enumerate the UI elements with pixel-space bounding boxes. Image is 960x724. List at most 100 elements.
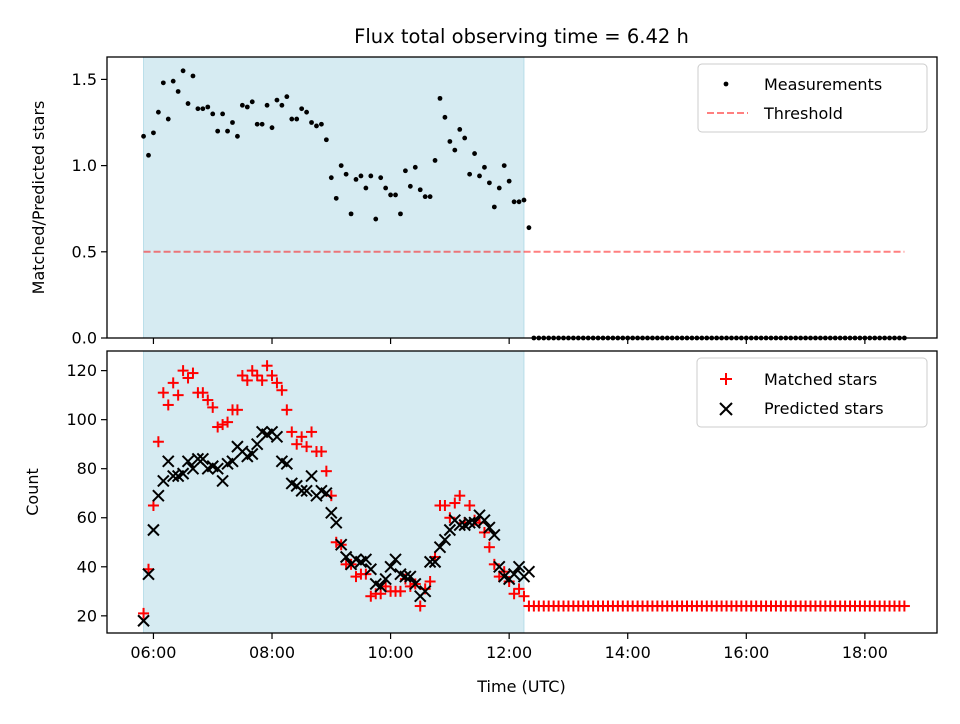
count-panel: 20 40 60 80 100 120 06:00 08:00 10:00 12:00 14:00… — [23, 350, 938, 696]
predicted-star-point — [339, 550, 353, 564]
matched-star-point — [365, 590, 377, 602]
measurement-point — [259, 121, 265, 127]
measurement-point — [309, 120, 314, 125]
matched-star-point — [207, 401, 219, 413]
measurement-point — [289, 116, 295, 122]
legend-measurements-label: Measurements — [764, 75, 882, 94]
predicted-star-point — [507, 567, 521, 581]
measurement-point — [511, 199, 517, 205]
legend-measurements-marker — [723, 81, 729, 87]
measurement-point — [299, 106, 305, 112]
measurement-point — [294, 116, 300, 122]
measurement-point — [477, 173, 482, 179]
measurement-point — [452, 147, 458, 153]
count-ytick-label: 20 — [77, 606, 97, 625]
measurement-point — [249, 99, 255, 105]
measurement-point — [398, 211, 403, 217]
matched-star-point — [212, 421, 224, 433]
measurement-point — [422, 194, 428, 200]
measurement-point — [333, 195, 339, 201]
matched-star-point — [518, 590, 530, 602]
predicted-star-point — [483, 521, 496, 534]
count-xtick-label: 14:00 — [605, 643, 651, 662]
count-xtick-label: 16:00 — [723, 643, 769, 662]
measurement-point — [195, 106, 201, 112]
measurement-point — [358, 173, 364, 179]
chart-title: Flux total observing time = 6.42 h — [354, 25, 689, 48]
measurement-point — [482, 164, 487, 170]
measurement-point — [141, 133, 146, 139]
measurement-point — [521, 197, 527, 203]
ratio-ytick-label: 1.0 — [72, 156, 97, 175]
predicted-star-point — [196, 452, 210, 466]
matched-star-point — [152, 436, 164, 448]
measurement-point — [160, 80, 166, 86]
measurement-point — [185, 101, 191, 106]
matched-star-point — [315, 446, 327, 458]
measurement-point — [501, 163, 507, 169]
predicted-star-point — [166, 469, 180, 483]
predicted-star-point — [226, 455, 239, 468]
measurement-point — [155, 109, 161, 115]
matched-star-point — [424, 576, 436, 588]
measurement-point — [323, 137, 329, 143]
ratio-panel-frame — [106, 56, 938, 339]
matched-star-point — [222, 416, 234, 428]
measurement-point — [462, 135, 468, 141]
predicted-star-point — [325, 506, 338, 520]
matched-star-point — [162, 399, 174, 411]
measurement-point — [180, 68, 186, 74]
matched-star-point — [513, 583, 525, 595]
ratio-legend: Measurements Threshold — [697, 63, 928, 133]
count-ytick-label: 60 — [77, 508, 97, 527]
predicted-star-point — [428, 555, 442, 569]
measurement-point — [373, 216, 379, 222]
measurement-point — [383, 185, 389, 191]
measurement-point — [279, 102, 285, 108]
matched-star-point — [187, 367, 199, 379]
measurement-point — [328, 175, 334, 181]
predicted-star-point — [389, 553, 402, 566]
x-axis-label: Time (UTC) — [476, 677, 565, 696]
matched-star-point — [483, 541, 495, 553]
predicted-star-point — [379, 572, 392, 586]
matched-star-point — [301, 441, 313, 453]
predicted-star-point — [186, 462, 200, 475]
predicted-star-point — [191, 452, 205, 466]
matched-star-point — [414, 600, 426, 612]
measurement-point — [235, 133, 240, 139]
matched-star-point — [236, 370, 248, 382]
predicted-star-point — [142, 567, 155, 581]
predicted-star-point — [374, 580, 387, 593]
matched-star-point — [202, 394, 214, 406]
predicted-star-point — [176, 467, 190, 480]
count-panel-frame — [106, 350, 938, 634]
ratio-ytick-label: 0.5 — [72, 242, 97, 261]
matched-star-point — [256, 374, 268, 386]
predicted-star-point — [463, 516, 476, 529]
measurement-point — [353, 176, 359, 182]
predicted-star-point — [418, 585, 432, 598]
matched-star-point — [464, 499, 476, 511]
measurement-point — [516, 199, 522, 205]
predicted-star-point — [246, 447, 259, 461]
matched-star-point — [296, 431, 308, 443]
count-ytick-label: 120 — [66, 361, 97, 380]
predicted-star-point — [488, 528, 501, 542]
matched-star-point — [261, 360, 273, 372]
predicted-star-point — [359, 553, 373, 566]
measurement-point — [363, 185, 369, 191]
ratio-panel: 0.0 0.5 1.0 1.5 Matched/Predicted stars Mea… — [29, 56, 938, 348]
matched-star-point — [246, 365, 258, 377]
matched-star-point — [138, 607, 150, 619]
measurement-point — [472, 151, 477, 156]
count-xtick-label: 10:00 — [368, 643, 414, 662]
matched-star-point — [197, 387, 209, 399]
measurement-point — [338, 163, 344, 169]
predicted-star-point — [364, 563, 378, 576]
predicted-star-point — [330, 516, 343, 529]
predicted-star-point — [320, 487, 333, 500]
measurement-point — [407, 183, 413, 189]
measurement-point — [304, 109, 309, 115]
